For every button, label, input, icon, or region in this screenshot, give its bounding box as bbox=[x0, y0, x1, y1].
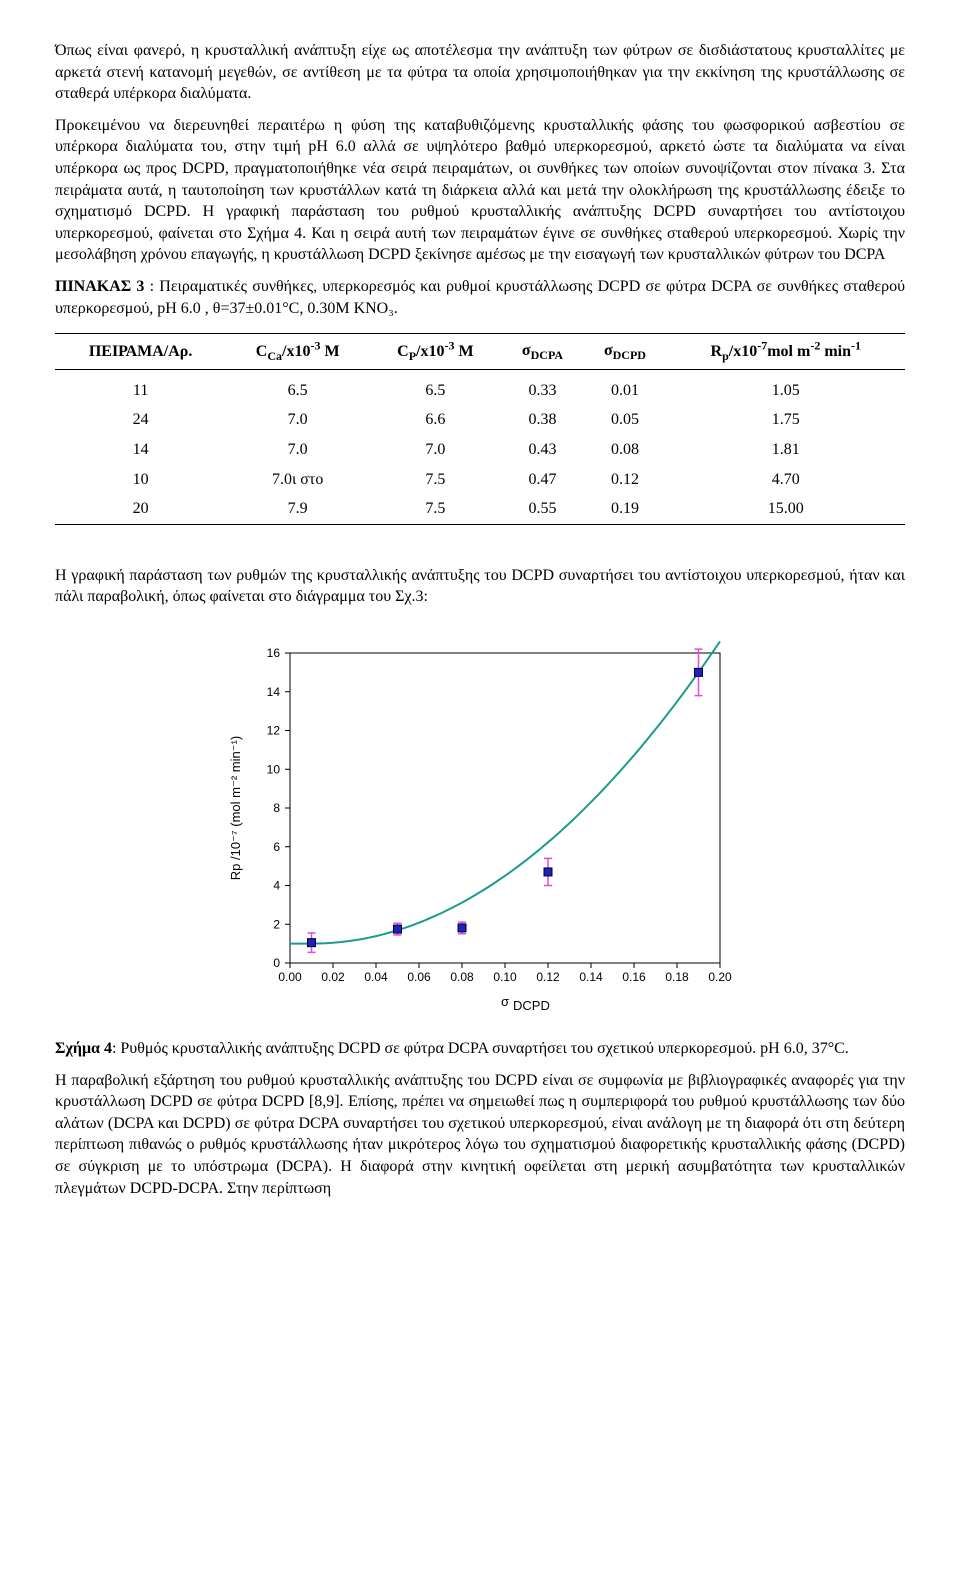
svg-text:6: 6 bbox=[273, 840, 280, 854]
table-row: 207.97.50.550.1915.00 bbox=[55, 494, 905, 524]
table-cell: 1.81 bbox=[667, 435, 905, 465]
col-header-cca: CCa/x10-3 M bbox=[226, 334, 369, 370]
table-cell: 0.12 bbox=[583, 465, 666, 495]
figure-4-caption-label: Σχήμα 4 bbox=[55, 1040, 112, 1057]
table-cell: 0.05 bbox=[583, 405, 666, 435]
col-header-sigma-dcpa: σDCPA bbox=[502, 334, 584, 370]
col-header-experiment: ΠΕΙΡΑΜΑ/Αρ. bbox=[55, 334, 226, 370]
svg-text:0.00: 0.00 bbox=[278, 970, 302, 984]
col-header-rp: Rp/x10-7mol m-2 min-1 bbox=[667, 334, 905, 370]
table-cell: 0.43 bbox=[502, 435, 584, 465]
svg-text:0.20: 0.20 bbox=[708, 970, 732, 984]
col-header-sigma-dcpd: σDCPD bbox=[583, 334, 666, 370]
table-cell: 6.5 bbox=[369, 376, 501, 406]
svg-text:0.18: 0.18 bbox=[665, 970, 689, 984]
table-cell: 0.47 bbox=[502, 465, 584, 495]
table-caption: ΠΙΝΑΚΑΣ 3 : Πειραματικές συνθήκες, υπερκ… bbox=[55, 276, 905, 319]
table-cell: 0.38 bbox=[502, 405, 584, 435]
svg-text:0.16: 0.16 bbox=[622, 970, 646, 984]
table-row: 116.56.50.330.011.05 bbox=[55, 376, 905, 406]
svg-text:0.12: 0.12 bbox=[536, 970, 560, 984]
table-cell: 7.5 bbox=[369, 465, 501, 495]
figure-4-caption-rest: : Ρυθμός κρυσταλλικής ανάπτυξης DCPD σε … bbox=[112, 1040, 849, 1057]
figure-4: 0.00 0.02 0.04 0.06 0.08 0.10 0.12 0.14 0.16 0.18… bbox=[200, 638, 760, 1018]
table-cell: 7.0 bbox=[226, 405, 369, 435]
table-cell: 10 bbox=[55, 465, 226, 495]
chart-intro-paragraph: Η γραφική παράσταση των ρυθμών της κρυστ… bbox=[55, 565, 905, 608]
table-cell: 0.33 bbox=[502, 376, 584, 406]
table-caption-label: ΠΙΝΑΚΑΣ 3 bbox=[55, 278, 144, 295]
table-cell: 4.70 bbox=[667, 465, 905, 495]
col-header-cp: CP/x10-3 M bbox=[369, 334, 501, 370]
table-3: ΠΕΙΡΑΜΑ/Αρ. CCa/x10-3 M CP/x10-3 M σDCPA… bbox=[55, 333, 905, 525]
table-cell: 6.5 bbox=[226, 376, 369, 406]
svg-text:4: 4 bbox=[273, 878, 280, 892]
svg-text:0.02: 0.02 bbox=[321, 970, 345, 984]
closing-paragraph: Η παραβολική εξάρτηση του ρυθμού κρυσταλ… bbox=[55, 1070, 905, 1200]
svg-text:Rp /10⁻⁷ (mol m⁻² min⁻¹): Rp /10⁻⁷ (mol m⁻² min⁻¹) bbox=[228, 736, 243, 880]
table-cell: 0.19 bbox=[583, 494, 666, 524]
table-row: 107.0ι στο7.50.470.124.70 bbox=[55, 465, 905, 495]
table-row: 247.06.60.380.051.75 bbox=[55, 405, 905, 435]
table-cell: 0.08 bbox=[583, 435, 666, 465]
table-cell: 1.05 bbox=[667, 376, 905, 406]
table-cell: 7.0ι στο bbox=[226, 465, 369, 495]
svg-text:16: 16 bbox=[267, 646, 281, 660]
svg-text:0.04: 0.04 bbox=[364, 970, 388, 984]
svg-text:0.10: 0.10 bbox=[493, 970, 517, 984]
figure-4-caption: Σχήμα 4: Ρυθμός κρυσταλλικής ανάπτυξης D… bbox=[55, 1038, 905, 1060]
experiment-table: ΠΕΙΡΑΜΑ/Αρ. CCa/x10-3 M CP/x10-3 M σDCPA… bbox=[55, 333, 905, 525]
svg-text:0.08: 0.08 bbox=[450, 970, 474, 984]
table-cell: 7.9 bbox=[226, 494, 369, 524]
table-cell: 24 bbox=[55, 405, 226, 435]
svg-text:10: 10 bbox=[267, 762, 281, 776]
svg-text:8: 8 bbox=[273, 801, 280, 815]
table-cell: 0.55 bbox=[502, 494, 584, 524]
table-cell: 7.0 bbox=[226, 435, 369, 465]
svg-text:12: 12 bbox=[267, 723, 281, 737]
table-cell: 14 bbox=[55, 435, 226, 465]
svg-text:0.06: 0.06 bbox=[407, 970, 431, 984]
table-cell: 20 bbox=[55, 494, 226, 524]
table-cell: 7.5 bbox=[369, 494, 501, 524]
svg-text:14: 14 bbox=[267, 685, 281, 699]
svg-text:0.14: 0.14 bbox=[579, 970, 603, 984]
table-row: 147.07.00.430.081.81 bbox=[55, 435, 905, 465]
table-cell: 11 bbox=[55, 376, 226, 406]
svg-text:0: 0 bbox=[273, 956, 280, 970]
intro-paragraph-2: Προκειμένου να διερευνηθεί περαιτέρω η φ… bbox=[55, 115, 905, 266]
table-caption-rest: : Πειραματικές συνθήκες, υπερκορεσμός κα… bbox=[55, 278, 905, 317]
table-cell: 6.6 bbox=[369, 405, 501, 435]
table-cell: 1.75 bbox=[667, 405, 905, 435]
table-cell: 0.01 bbox=[583, 376, 666, 406]
chart-svg: 0.00 0.02 0.04 0.06 0.08 0.10 0.12 0.14 0.16 0.18… bbox=[220, 638, 740, 1018]
svg-text:σ: σ bbox=[501, 994, 509, 1009]
table-cell: 15.00 bbox=[667, 494, 905, 524]
svg-text:2: 2 bbox=[273, 917, 280, 931]
table-cell: 7.0 bbox=[369, 435, 501, 465]
svg-text:DCPD: DCPD bbox=[513, 998, 550, 1013]
intro-paragraph-1: Όπως είναι φανερό, η κρυσταλλική ανάπτυξ… bbox=[55, 40, 905, 105]
